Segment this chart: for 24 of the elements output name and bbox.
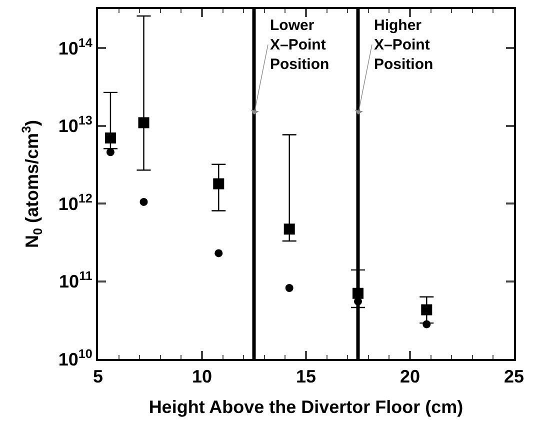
y-tick-label: 10$^{11}$: [59, 269, 92, 292]
y-tick-label: 10$^{10}$: [58, 346, 92, 370]
point: [421, 304, 432, 316]
y-tick-label: 10$^{13}$: [58, 114, 92, 136]
annotation: Lower X–Point Position: [270, 17, 330, 73]
point: [352, 288, 364, 299]
x-tick-label: 15: [296, 366, 316, 387]
point: [140, 198, 148, 206]
point: [285, 284, 294, 292]
y-tick-label: 10$^{12}$: [58, 191, 92, 214]
x-tick-label: 5: [92, 366, 104, 387]
annotation: Higher X–Point Position: [374, 17, 434, 73]
point: [422, 320, 431, 328]
point: [214, 249, 223, 258]
x-axis-title: Height Above the Divertor Floor (cm): [148, 397, 464, 418]
point: [213, 178, 224, 190]
point: [106, 148, 114, 156]
x-tick-label: 10: [192, 366, 212, 387]
y-tick-label: 10$^{14}$: [58, 36, 92, 59]
point: [138, 117, 150, 128]
x-tick-label: 20: [400, 366, 420, 387]
point: [284, 224, 295, 235]
point: [104, 132, 116, 144]
x-tick-label: 25: [504, 366, 524, 387]
